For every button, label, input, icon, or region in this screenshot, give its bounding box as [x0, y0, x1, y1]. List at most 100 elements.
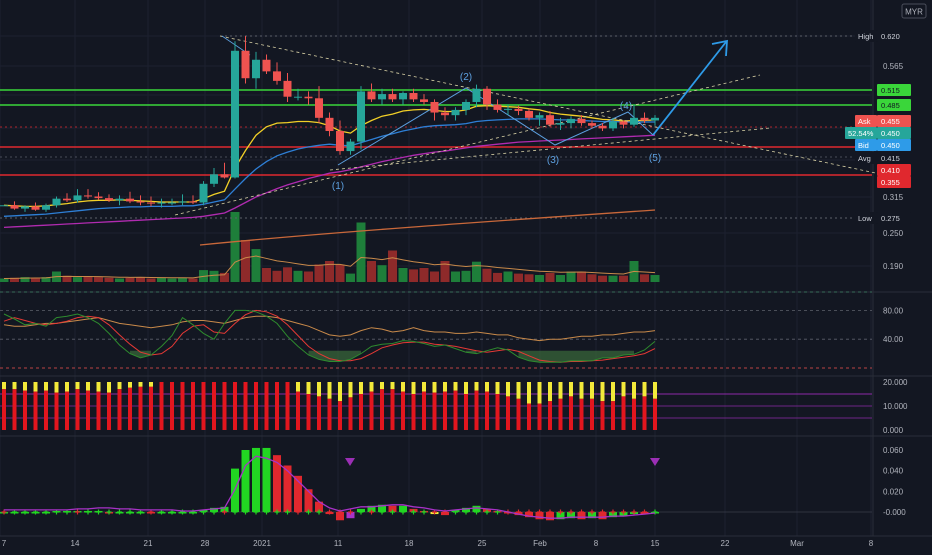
volume-bar [188, 278, 198, 282]
price-tag-ask[interactable] [855, 115, 877, 127]
time-tick-label[interactable]: 8 [594, 539, 599, 548]
price-tag-ask-box[interactable] [877, 115, 911, 127]
indicator-bar-red [411, 394, 416, 430]
candle-bullish [567, 118, 575, 124]
time-tick-label[interactable]: 21 [144, 539, 153, 548]
volume-bar [314, 264, 324, 282]
price-tag-green-box[interactable] [877, 99, 911, 111]
macd-tick-label: 0.060 [883, 446, 904, 455]
macd-zero-cross-marker [190, 509, 196, 515]
volume-bar [545, 272, 555, 282]
stoch-tick-label: 80.00 [883, 306, 904, 315]
time-tick-label[interactable]: 15 [651, 539, 660, 548]
price-tag-last[interactable] [845, 127, 877, 139]
bars-tick-label: 0.000 [883, 426, 904, 435]
indicator-bar-red [44, 390, 48, 430]
wave-label[interactable]: (3) [547, 155, 559, 166]
price-axis[interactable]: MYR 0.565 0.315 0.250 0.190 High 0.620 0.515 0.… [845, 3, 927, 517]
trendline-descending[interactable] [219, 35, 891, 177]
price-tag-last-box[interactable] [877, 127, 911, 139]
candle-bearish [367, 91, 376, 100]
time-axis[interactable]: 7 14 21 28 2021 11 18 25 Feb 8 15 22 Mar 8 [2, 539, 874, 548]
time-tick-label[interactable]: 11 [334, 539, 343, 548]
indicator-bar-red [422, 391, 426, 430]
time-tick-label[interactable]: 25 [478, 539, 487, 548]
price-tag-avg-name: Avg [858, 154, 871, 163]
wave-label[interactable]: (2) [460, 72, 472, 83]
price-tag-last-value: 0.450 [881, 129, 900, 138]
price-tag-avg[interactable] [855, 152, 877, 164]
indicator-bar-red [233, 382, 237, 430]
macd-histogram-bar [336, 512, 344, 521]
currency-badge[interactable] [901, 3, 927, 19]
indicator-bar-yellow [369, 382, 374, 392]
projection-arrow-head[interactable] [711, 39, 728, 57]
horizontal-levels[interactable] [0, 35, 872, 219]
volume-bar [640, 274, 649, 282]
time-tick-label[interactable]: 14 [71, 539, 80, 548]
time-tick-label[interactable]: 7 [2, 539, 7, 548]
indicator-bar-red [86, 390, 90, 430]
indicator-bar-yellow [33, 382, 38, 392]
projection-arrow-line[interactable] [652, 41, 727, 136]
macd-zero-cross-marker [306, 509, 311, 515]
indicator-bar-red [138, 386, 143, 430]
time-tick-label[interactable]: Feb [533, 539, 547, 548]
price-tag-bid[interactable] [855, 139, 877, 151]
macd-zero-cross-marker [85, 509, 91, 515]
volume-bar [262, 268, 271, 282]
time-tick-label[interactable]: 22 [721, 539, 730, 548]
macd-signal-triangle[interactable] [345, 458, 355, 466]
volume-bar [356, 222, 366, 282]
wave-label[interactable]: (5) [649, 153, 661, 164]
price-tag-low-box[interactable] [877, 212, 911, 224]
time-tick-label[interactable]: 28 [201, 539, 210, 548]
wave-annotations[interactable]: (1) (2) (3) (4) (5) [332, 72, 661, 192]
candle-bearish [10, 205, 19, 209]
price-tag-low-name: Low [858, 214, 872, 223]
macd-signal-triangle[interactable] [650, 458, 660, 466]
candle-bearish [262, 59, 271, 72]
indicator-bar-red [369, 391, 374, 430]
macd-zero-cross-marker [400, 509, 406, 515]
price-tag-avg-box[interactable] [877, 152, 911, 164]
time-tick-label[interactable]: 18 [405, 539, 414, 548]
trendline-ascending-lower[interactable] [329, 127, 771, 171]
price-tag-red-box[interactable] [877, 164, 911, 176]
macd-histogram-bar [567, 512, 575, 519]
wave-label[interactable]: (1) [332, 181, 344, 192]
candle-bullish [21, 206, 29, 209]
macd-zero-cross-marker [316, 509, 322, 515]
indicator-bar-yellow [23, 382, 27, 391]
price-tag-high[interactable] [855, 30, 877, 42]
time-tick-label[interactable]: Mar [790, 539, 804, 548]
wave-label[interactable]: (4) [620, 101, 632, 112]
indicator-bar-yellow [65, 382, 69, 392]
price-tag-low[interactable] [855, 212, 877, 224]
macd-zero-cross-marker [463, 509, 469, 515]
indicator-bar-red [548, 401, 552, 430]
volume-bar [20, 277, 30, 282]
time-tick-label[interactable]: 8 [869, 539, 874, 548]
macd-tick-label: -0.000 [883, 508, 906, 517]
volume-bar [598, 275, 607, 282]
indicator-bar-red [380, 389, 384, 430]
candle-bearish [598, 125, 607, 129]
candle-bearish [420, 99, 428, 102]
trendline-ascending-upper[interactable] [174, 74, 761, 216]
indicator-bar-red [474, 390, 479, 430]
price-tag-red-box[interactable] [877, 176, 911, 188]
volume-bar [304, 271, 313, 282]
price-tag-bid-box[interactable] [877, 139, 911, 151]
indicator-bar-red [348, 397, 353, 430]
candle-bearish [304, 96, 313, 99]
indicator-bar-red [485, 391, 489, 430]
indicator-bar-yellow [474, 382, 479, 391]
volume-bar [556, 275, 565, 282]
price-tag-green-box[interactable] [877, 84, 911, 96]
candle-bullish [462, 101, 470, 110]
time-tick-label[interactable]: 2021 [253, 539, 271, 548]
price-tag-high-box[interactable] [877, 30, 911, 42]
